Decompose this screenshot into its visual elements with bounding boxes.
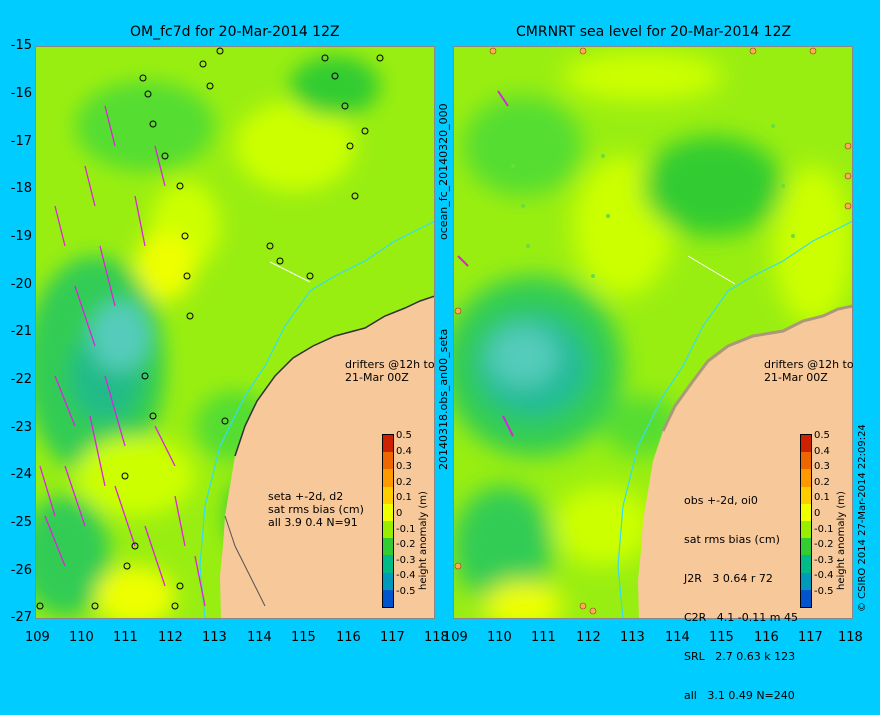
- colorbar-tick: 0.2: [396, 476, 412, 488]
- y-tick: -20: [10, 277, 32, 292]
- left-drifter-legend: drifters @12h to 21-Mar 00Z: [345, 358, 435, 384]
- x-tick-right: 116: [754, 630, 779, 645]
- colorbar-tick: 0.4: [396, 445, 412, 457]
- x-tick-left: 116: [336, 630, 361, 645]
- x-tick-left: 112: [158, 630, 183, 645]
- middle-bottom-label: 20140318.obs_an00_seta: [437, 328, 450, 470]
- colorbar-tick: -0.5: [814, 585, 834, 597]
- colorbar-tick: 0.1: [396, 492, 412, 504]
- left-map: [35, 46, 435, 619]
- colorbar-tick: 0.4: [814, 445, 830, 457]
- colorbar-tick: 0.3: [396, 461, 412, 473]
- left-stats-line: sat rms bias (cm): [268, 503, 364, 516]
- right-stats-line: SRL 2.7 0.63 k 123: [684, 650, 796, 663]
- right-colorbar-ticks: 0.5 0.4 0.3 0.2 0.1 0 -0.1 -0.2 -0.3 -0.…: [814, 428, 834, 600]
- x-tick-right: 117: [798, 630, 823, 645]
- colorbar-tick: -0.5: [396, 585, 416, 597]
- left-stats-line: all 3.9 0.4 N=91: [268, 516, 358, 529]
- x-tick-right: 114: [665, 630, 690, 645]
- y-tick: -22: [10, 372, 32, 387]
- left-colorbar-ticks: 0.5 0.4 0.3 0.2 0.1 0 -0.1 -0.2 -0.3 -0.…: [396, 428, 416, 600]
- x-tick-right: 111: [531, 630, 556, 645]
- drifter-legend-line2: 21-Mar 00Z: [345, 371, 409, 384]
- colorbar-tick: -0.4: [396, 570, 416, 582]
- colorbar-tick: -0.3: [814, 554, 834, 566]
- colorbar-tick: 0.2: [814, 476, 830, 488]
- colorbar-tick: -0.2: [814, 539, 834, 551]
- right-stats-line: sat rms bias (cm): [684, 533, 780, 546]
- y-tick: -21: [10, 324, 32, 339]
- colorbar-tick: -0.1: [396, 523, 416, 535]
- y-tick: -27: [10, 610, 32, 625]
- x-tick-left: 113: [202, 630, 227, 645]
- x-tick-left: 117: [380, 630, 405, 645]
- colorbar-tick: -0.3: [396, 554, 416, 566]
- x-tick-right: 118: [838, 630, 863, 645]
- x-tick-left: 109: [25, 630, 50, 645]
- colorbar-tick: 0: [814, 507, 821, 519]
- x-tick-left: 118: [424, 630, 449, 645]
- x-tick-left: 111: [113, 630, 138, 645]
- y-tick: -24: [10, 467, 32, 482]
- right-colorbar: [800, 434, 812, 608]
- y-tick: -19: [10, 229, 32, 244]
- y-tick: -16: [10, 86, 32, 101]
- x-tick-left: 115: [291, 630, 316, 645]
- drifter-legend-line1: drifters @12h to: [764, 358, 854, 371]
- y-tick: -25: [10, 515, 32, 530]
- colorbar-tick: -0.1: [814, 523, 834, 535]
- y-tick: -26: [10, 563, 32, 578]
- y-tick: -18: [10, 181, 32, 196]
- y-tick: -15: [10, 38, 32, 53]
- right-stats: obs +-2d, oi0 sat rms bias (cm) J2R 3 0.…: [684, 468, 798, 715]
- left-colorbar: [382, 434, 394, 608]
- x-tick-left: 110: [69, 630, 94, 645]
- colorbar-tick: 0.5: [814, 430, 830, 441]
- right-panel-title: CMRNRT sea level for 20-Mar-2014 12Z: [516, 24, 792, 40]
- colorbar-tick: 0.1: [814, 492, 830, 504]
- colorbar-tick: 0.5: [396, 430, 412, 441]
- right-stats-line: J2R 3 0.64 r 72: [684, 572, 773, 585]
- right-stats-line: obs +-2d, oi0: [684, 494, 758, 507]
- x-tick-right: 110: [487, 630, 512, 645]
- x-tick-right: 112: [576, 630, 601, 645]
- drifter-legend-line1: drifters @12h to: [345, 358, 435, 371]
- y-tick: -23: [10, 420, 32, 435]
- right-colorbar-label: height anomaly (m): [836, 491, 847, 590]
- left-stats-line: seta +-2d, d2: [268, 490, 344, 503]
- x-tick-left: 114: [247, 630, 272, 645]
- x-tick-right: 113: [620, 630, 645, 645]
- right-drifter-legend: drifters @12h to 21-Mar 00Z: [764, 358, 854, 384]
- colorbar-tick: 0.3: [814, 461, 830, 473]
- left-colorbar-label: height anomaly (m): [418, 491, 429, 590]
- left-stats: seta +-2d, d2 sat rms bias (cm) all 3.9 …: [268, 490, 364, 529]
- colorbar-tick: -0.2: [396, 539, 416, 551]
- x-tick-right: 115: [709, 630, 734, 645]
- x-tick-right: 109: [443, 630, 468, 645]
- right-stats-line: all 3.1 0.49 N=240: [684, 689, 795, 702]
- colorbar-tick: -0.4: [814, 570, 834, 582]
- x-axis-ticks: 109 110 111 112 113 114 115 116 117 118 …: [0, 630, 880, 650]
- colorbar-tick: 0: [396, 507, 403, 519]
- y-tick: -17: [10, 134, 32, 149]
- left-panel-title: OM_fc7d for 20-Mar-2014 12Z: [130, 24, 340, 40]
- copyright-label: © CSIRO 2014 27-Mar-2014 22:09:24: [857, 424, 868, 612]
- middle-top-label: ocean_fc_20140320_000: [437, 103, 450, 240]
- right-map: [453, 46, 853, 619]
- drifter-legend-line2: 21-Mar 00Z: [764, 371, 828, 384]
- right-stats-line: C2R 4.1 -0.11 m 45: [684, 611, 798, 624]
